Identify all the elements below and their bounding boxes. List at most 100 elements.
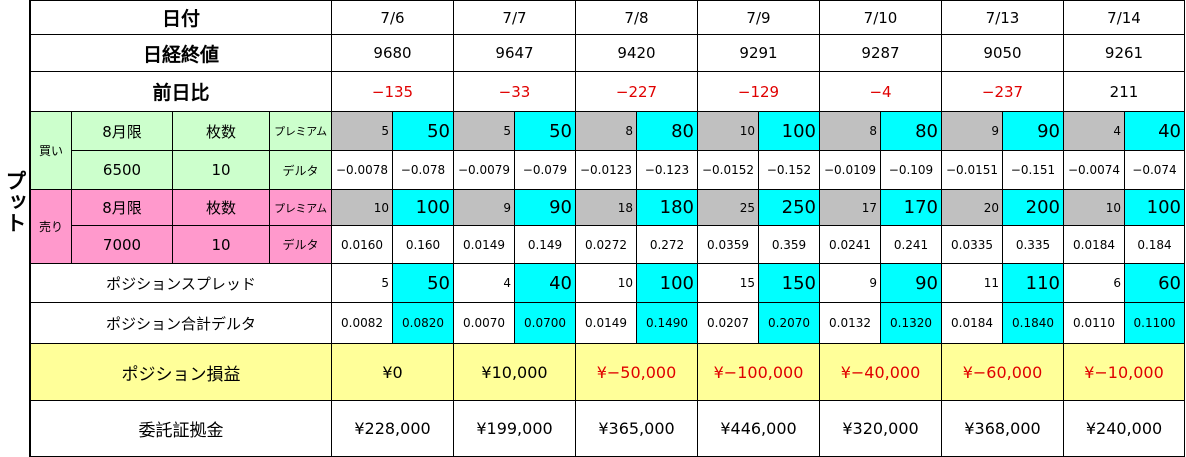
buy-delta-x10-cell: −0.078 <box>392 150 454 190</box>
buy-delta-cell: −0.0151 <box>941 150 1003 190</box>
buy-qty: 10 <box>172 150 270 190</box>
sell-premium-x10-cell: 100 <box>392 189 454 226</box>
diff-cell: −135 <box>331 71 454 112</box>
diff-label: 前日比 <box>30 71 332 112</box>
buy-premium-cell: 10 <box>697 111 759 151</box>
buy-premium-x10-cell: 80 <box>880 111 942 151</box>
sell-premium-cell: 10 <box>1063 189 1125 226</box>
margin-label: 委託証拠金 <box>30 400 332 457</box>
sell-premium-cell: 17 <box>819 189 881 226</box>
pnl-label: ポジション損益 <box>30 343 332 401</box>
position-delta-cell: 0.0082 <box>331 302 393 344</box>
spread-x10-cell: 90 <box>880 263 942 303</box>
close-cell: 9291 <box>697 34 820 72</box>
diff-cell: −129 <box>697 71 820 112</box>
sell-premium-row: 売り 8月限 枚数 プレミアム 10 100 9 90 18 180 25 250 17 170 2… <box>30 189 1185 264</box>
position-delta-label: ポジション合計デルタ <box>30 302 332 344</box>
close-cell: 9420 <box>575 34 698 72</box>
spread-label: ポジションスプレッド <box>30 263 332 303</box>
sell-delta-x10-cell: 0.160 <box>392 225 454 264</box>
pnl-cell: ¥−50,000 <box>575 343 698 401</box>
buy-delta-cell: −0.0109 <box>819 150 881 190</box>
buy-delta-row: 6500 10 デルタ −0.0078 −0.078 −0.0079 −0.079 −0… <box>31 150 1185 190</box>
sell-delta-x10-cell: 0.272 <box>636 225 698 264</box>
position-delta-cell: 0.0207 <box>697 302 759 344</box>
sell-count-label: 枚数 <box>172 189 270 226</box>
spread-cell: 4 <box>453 263 515 303</box>
buy-delta-cell: −0.0123 <box>575 150 637 190</box>
spread-row: ポジションスプレッド 5 50 4 40 10 100 15 150 9 90 11 110 6 60 <box>30 263 1185 303</box>
buy-delta-cell: −0.0074 <box>1063 150 1125 190</box>
pnl-cell: ¥−40,000 <box>819 343 942 401</box>
sell-delta-x10-cell: 0.149 <box>514 225 576 264</box>
sell-delta-x10-cell: 0.184 <box>1124 225 1185 264</box>
buy-premium-x10-cell: 50 <box>392 111 454 151</box>
spread-x10-cell: 40 <box>514 263 576 303</box>
date-cell: 7/14 <box>1063 0 1185 35</box>
buy-premium-cell: 4 <box>1063 111 1125 151</box>
date-cell: 7/7 <box>453 0 576 35</box>
buy-delta-x10-cell: −0.151 <box>1002 150 1064 190</box>
sell-delta-cell: 0.0149 <box>453 225 515 264</box>
pnl-cell: ¥−100,000 <box>697 343 820 401</box>
put-label: プット <box>3 170 27 233</box>
position-delta-x10-cell: 0.1840 <box>1002 302 1064 344</box>
close-row: 日経終値 9680 9647 9420 9291 9287 9050 9261 <box>30 34 1185 72</box>
sell-premium-cell: 18 <box>575 189 637 226</box>
spread-cell: 10 <box>575 263 637 303</box>
diff-cell: −237 <box>941 71 1064 112</box>
sell-premium-x10-cell: 170 <box>880 189 942 226</box>
position-delta-cell: 0.0184 <box>941 302 1003 344</box>
spread-x10-cell: 150 <box>758 263 820 303</box>
diff-cell: −33 <box>453 71 576 112</box>
margin-cell: ¥320,000 <box>819 400 942 457</box>
margin-cell: ¥228,000 <box>331 400 454 457</box>
buy-premium-cell: 5 <box>331 111 393 151</box>
sell-delta-cell: 0.0184 <box>1063 225 1125 264</box>
buy-delta-cell: −0.0152 <box>697 150 759 190</box>
sell-premium-x10-cell: 200 <box>1002 189 1064 226</box>
close-cell: 9050 <box>941 34 1064 72</box>
date-cell: 7/8 <box>575 0 698 35</box>
date-cell: 7/13 <box>941 0 1064 35</box>
buy-premium-x10-cell: 80 <box>636 111 698 151</box>
buy-delta-x10-cell: −0.109 <box>880 150 942 190</box>
position-delta-x10-cell: 0.1490 <box>636 302 698 344</box>
sell-month: 8月限 <box>71 189 173 226</box>
sell-delta-x10-cell: 0.359 <box>758 225 820 264</box>
buy-delta-x10-cell: −0.152 <box>758 150 820 190</box>
sell-delta-cell: 0.0335 <box>941 225 1003 264</box>
margin-cell: ¥365,000 <box>575 400 698 457</box>
buy-delta-cell: −0.0078 <box>331 150 393 190</box>
pnl-cell: ¥−60,000 <box>941 343 1064 401</box>
position-table: 日付 7/6 7/7 7/8 7/9 7/10 7/13 7/14 日経終値 9680 964… <box>30 0 1185 457</box>
diff-cell: −4 <box>819 71 942 112</box>
margin-cell: ¥368,000 <box>941 400 1064 457</box>
sell-premium-cell: 10 <box>331 189 393 226</box>
position-delta-x10-cell: 0.2070 <box>758 302 820 344</box>
buy-count-label: 枚数 <box>172 111 270 151</box>
buy-delta-x10-cell: −0.074 <box>1124 150 1185 190</box>
sell-delta-label: デルタ <box>269 225 332 264</box>
pnl-cell: ¥−10,000 <box>1063 343 1185 401</box>
position-delta-x10-cell: 0.1100 <box>1124 302 1185 344</box>
spread-x10-cell: 50 <box>392 263 454 303</box>
margin-cell: ¥199,000 <box>453 400 576 457</box>
sell-delta-x10-cell: 0.241 <box>880 225 942 264</box>
sell-premium-label: プレミアム <box>269 189 332 226</box>
spread-cell: 9 <box>819 263 881 303</box>
buy-strike: 6500 <box>71 150 173 190</box>
sell-premium-cell: 9 <box>453 189 515 226</box>
buy-month: 8月限 <box>71 111 173 151</box>
buy-delta-label: デルタ <box>269 150 332 190</box>
sell-premium-x10-cell: 180 <box>636 189 698 226</box>
sell-premium-x10-cell: 90 <box>514 189 576 226</box>
close-cell: 9680 <box>331 34 454 72</box>
sell-premium-x10-cell: 100 <box>1124 189 1185 226</box>
position-delta-cell: 0.0149 <box>575 302 637 344</box>
buy-label: 買い <box>30 111 72 190</box>
date-cell: 7/10 <box>819 0 942 35</box>
position-delta-x10-cell: 0.0700 <box>514 302 576 344</box>
spread-x10-cell: 110 <box>1002 263 1064 303</box>
spread-cell: 11 <box>941 263 1003 303</box>
